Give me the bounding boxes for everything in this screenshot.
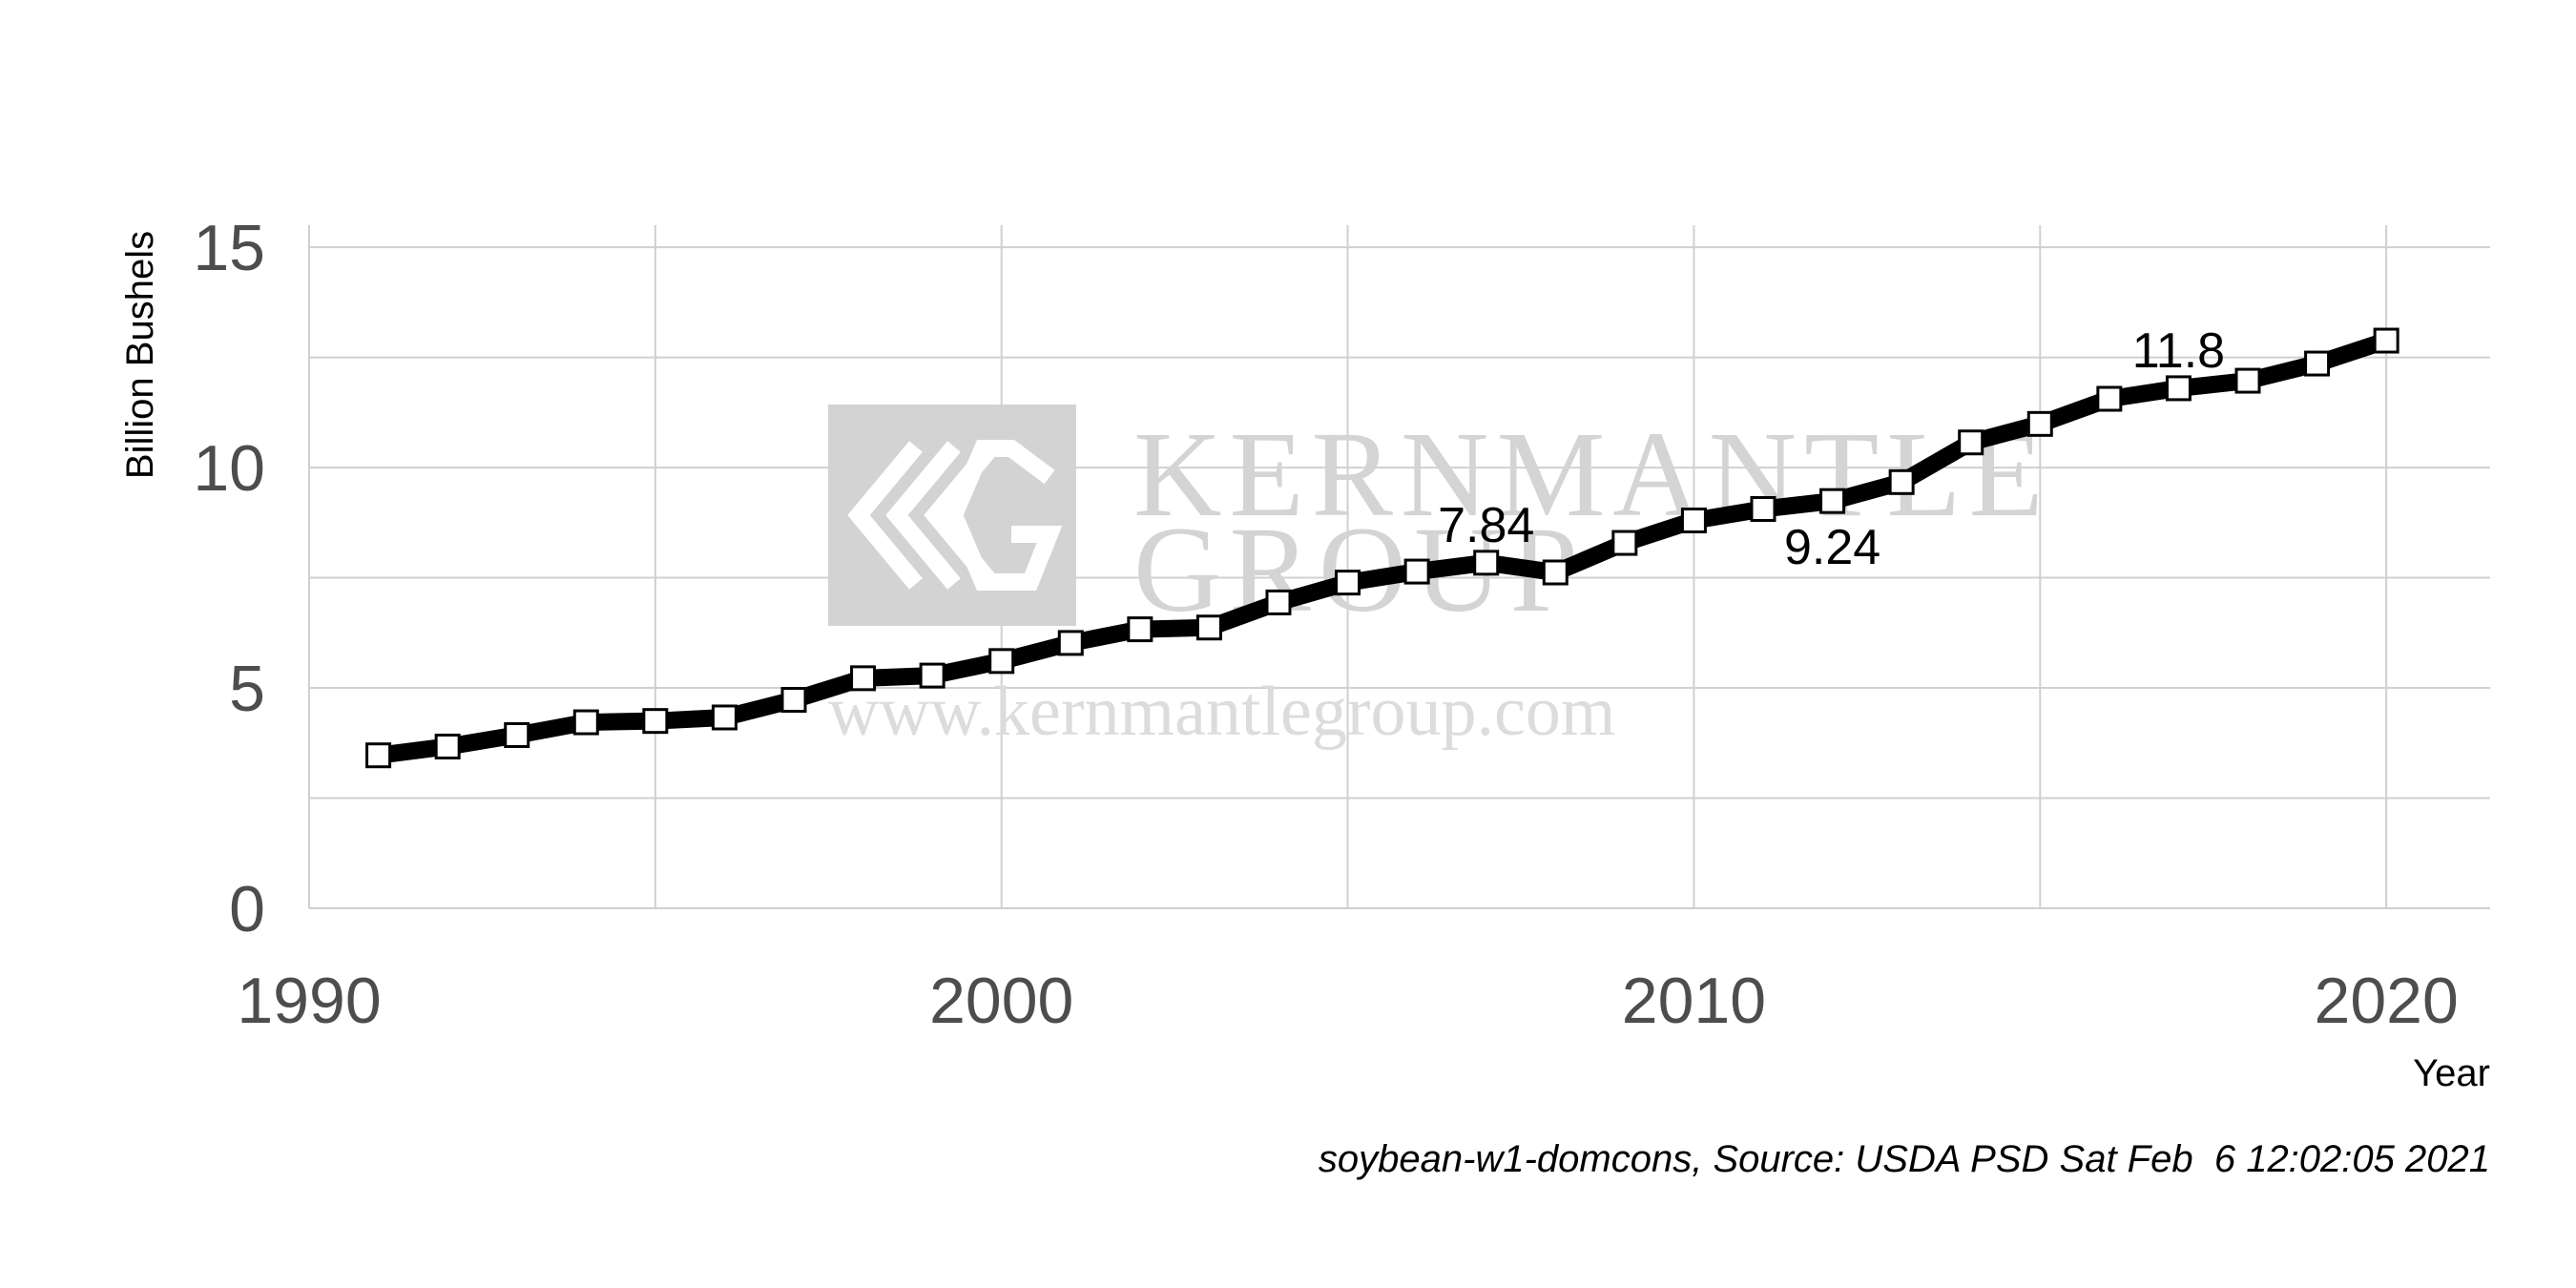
ticks-group: 1990 2000 2010 2020 0 5 10 15 — [193, 212, 2458, 1037]
data-point — [1542, 559, 1568, 586]
data-point — [1195, 614, 1222, 641]
data-label: 7.84 — [1438, 498, 1534, 553]
data-point — [919, 662, 945, 689]
data-point — [434, 733, 461, 759]
x-tick-label: 1990 — [237, 965, 381, 1037]
data-label: 9.24 — [1784, 520, 1880, 575]
data-point — [2373, 327, 2399, 354]
data-point — [365, 742, 392, 769]
watermark-url: www.kernmantlegroup.com — [828, 673, 1615, 751]
data-point — [2026, 410, 2053, 437]
data-label: 11.8 — [2132, 323, 2225, 379]
data-point — [572, 709, 599, 736]
data-point — [642, 708, 669, 735]
data-point — [711, 704, 737, 731]
data-point — [1819, 488, 1846, 514]
data-point — [2234, 367, 2261, 394]
grid — [308, 225, 2490, 909]
data-point — [1680, 507, 1707, 533]
chart-caption: soybean-w1-domcons, Source: USDA PSD Sat… — [1319, 1138, 2490, 1180]
markers-group — [365, 327, 2399, 769]
data-point — [2096, 385, 2123, 412]
x-tick-label: 2000 — [929, 965, 1073, 1037]
data-point — [1335, 570, 1361, 596]
y-tick-label: 0 — [229, 873, 265, 945]
data-point — [1611, 530, 1638, 556]
y-tick-label: 5 — [229, 653, 265, 725]
data-point — [1888, 468, 1915, 495]
data-point — [1265, 589, 1292, 615]
y-axis-title: Billion Bushels — [119, 231, 161, 479]
x-tick-label: 2010 — [1622, 965, 1766, 1037]
data-point — [1750, 495, 1776, 522]
data-point — [988, 648, 1015, 675]
data-point — [2304, 350, 2331, 377]
data-point — [1958, 429, 1984, 456]
y-tick-label: 15 — [193, 212, 265, 284]
data-point — [2165, 375, 2192, 402]
watermark-logo-icon — [847, 440, 1063, 591]
annotations-group: 7.84 9.24 11.8 — [1438, 323, 2225, 575]
data-point — [504, 721, 530, 748]
data-point — [850, 665, 877, 692]
x-tick-label: 2020 — [2315, 965, 2459, 1037]
data-point — [780, 687, 807, 714]
data-point — [1127, 616, 1153, 643]
data-point — [1473, 550, 1500, 576]
data-point — [1403, 558, 1430, 585]
y-tick-label: 10 — [193, 432, 265, 505]
watermark: KERNMANTLE GROUP www.kernmantlegroup.com — [828, 405, 2044, 751]
x-axis-title: Year — [2413, 1052, 2490, 1094]
data-point — [1057, 630, 1084, 656]
